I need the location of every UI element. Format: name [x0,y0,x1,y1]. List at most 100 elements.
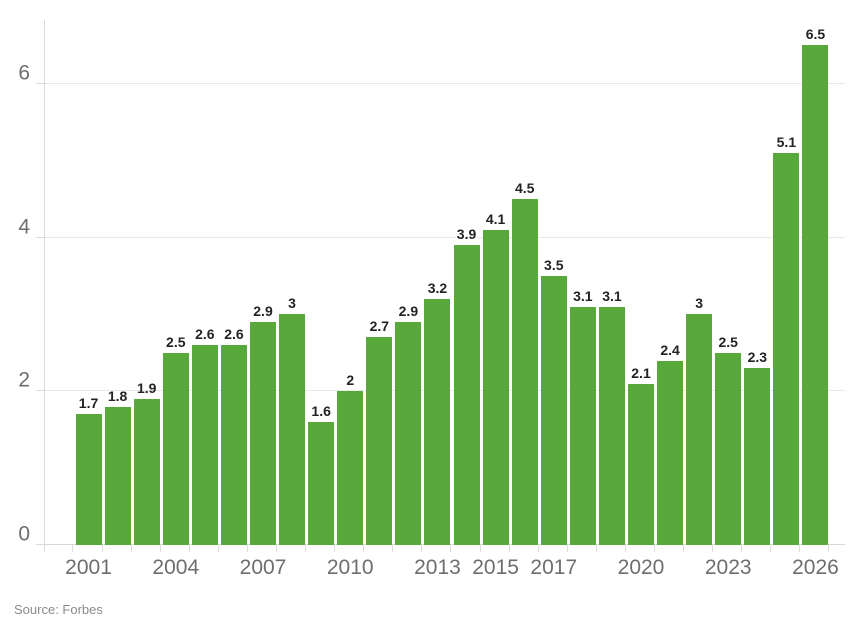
x-axis-tick-22 [683,545,685,552]
bar-value-label-2025: 5.1 [776,133,797,150]
x-axis-label-2007: 2007 [239,556,287,579]
bar-value-label-2007: 2.9 [253,303,273,320]
y-axis-tick-0 [36,544,44,545]
x-axis-tick-11 [363,545,365,552]
bar-value-label-2020: 2.1 [631,364,651,381]
x-axis-label-2026: 2026 [792,556,839,579]
bar-2021 [657,360,684,545]
x-axis-tick-21 [654,545,655,552]
x-axis-label-2001: 2001 [65,556,112,579]
bar-value-label-2010: 2 [346,372,355,389]
x-axis-tick-25 [770,545,772,552]
x-axis-tick-24 [741,545,743,552]
bar-value-label-2013: 3.2 [427,280,448,297]
y-axis-tick-6 [36,82,44,84]
bar-2022 [686,314,713,545]
y-axis-label-4: 4 [18,215,30,239]
x-axis-tick-6 [217,545,219,552]
x-axis-label-2017: 2017 [530,556,578,579]
x-axis-tick-16 [508,545,510,552]
plot-area: 0 2 4 6 1.7 1.8 1.9 2.5 2.6 2.6 2.9 3 1.6 2 2.7 2.9 3.2 3… [18,20,845,578]
bar-2016 [511,199,538,545]
bar-value-label-2021: 2.4 [660,341,680,358]
y-axis-tick-2 [36,390,44,392]
x-axis-tick-7 [246,545,248,552]
bar-value-label-2001: 1.7 [78,395,99,412]
bar-2001 [75,414,102,545]
y-axis-label-0: 0 [18,522,30,546]
bar-2019 [598,306,625,545]
bar-value-label-2008: 3 [288,295,296,312]
x-axis-tick-15 [479,545,481,552]
x-axis-label-2023: 2023 [704,556,752,579]
y-axis-tick-4 [36,236,44,238]
bar-2017 [540,275,567,545]
bar-value-label-2018: 3.1 [573,287,593,304]
bar-value-label-2012: 2.9 [398,303,419,320]
bar-value-label-2003: 1.9 [136,379,157,396]
bar-2007 [250,322,276,545]
gridline-y-6 [44,82,845,84]
bar-2011 [366,337,393,545]
bar-2002 [104,406,131,545]
bar-2010 [337,391,364,545]
x-axis-tick-9 [305,545,307,552]
x-axis-tick-8 [276,545,277,552]
bar-value-label-2014: 3.9 [456,226,477,243]
x-axis-tick-27 [828,545,830,552]
x-axis-tick-14 [450,545,452,552]
bar-2005 [191,345,218,545]
y-axis-line [44,20,45,545]
x-axis-tick-10 [334,545,336,552]
bar-value-label-2015: 4.1 [485,210,506,227]
bar-value-label-2024: 2.3 [747,349,768,366]
bar-2008 [279,314,306,545]
x-axis-label-2004: 2004 [152,556,200,579]
y-axis-label-2: 2 [18,368,30,392]
x-axis-tick-2 [101,545,103,552]
bar-2003 [133,398,160,545]
x-axis-tick-3 [130,545,132,552]
y-axis-label-6: 6 [18,61,30,85]
bar-2009 [308,422,335,545]
bar-value-label-2005: 2.6 [195,326,215,343]
bar-2025 [773,152,800,545]
x-axis-tick-0 [44,545,45,552]
source-text: Source: Forbes [14,602,103,617]
source-attribution: Source: Forbes [14,602,103,618]
x-axis-tick-19 [595,545,597,552]
x-axis-tick-12 [392,545,394,552]
bar-2024 [744,368,771,545]
bar-2026 [802,45,829,545]
bar-value-label-2011: 2.7 [369,318,390,335]
bar-value-label-2006: 2.6 [224,326,244,343]
bar-value-label-2017: 3.5 [544,256,564,273]
bar-2006 [220,345,247,545]
x-axis-tick-18 [566,545,568,552]
x-axis-label-2020: 2020 [617,556,665,579]
bar-2015 [482,229,509,545]
bar-value-label-2009: 1.6 [311,403,331,420]
x-axis-tick-4 [159,545,161,552]
x-axis-tick-1 [72,545,74,552]
x-axis-label-2010: 2010 [326,556,374,579]
x-axis-tick-23 [712,545,714,552]
bar-value-label-2019: 3.1 [602,287,622,304]
bar-2018 [569,306,596,545]
bar-2004 [162,352,189,545]
bar-value-label-2023: 2.5 [718,333,738,350]
x-axis-tick-20 [624,545,626,552]
bar-value-label-2002: 1.8 [107,387,128,404]
bar-2014 [453,245,480,545]
bar-value-label-2026: 6.5 [805,26,826,43]
bar-2023 [715,352,742,545]
x-axis-label-2013: 2013 [414,556,461,579]
bar-2012 [395,322,422,545]
bar-value-label-2016: 4.5 [514,180,535,197]
bar-2013 [424,299,451,545]
x-axis-label-2015: 2015 [472,556,519,579]
x-axis-tick-26 [799,545,801,552]
x-axis-tick-5 [188,545,190,552]
bar-value-label-2004: 2.5 [166,333,186,350]
